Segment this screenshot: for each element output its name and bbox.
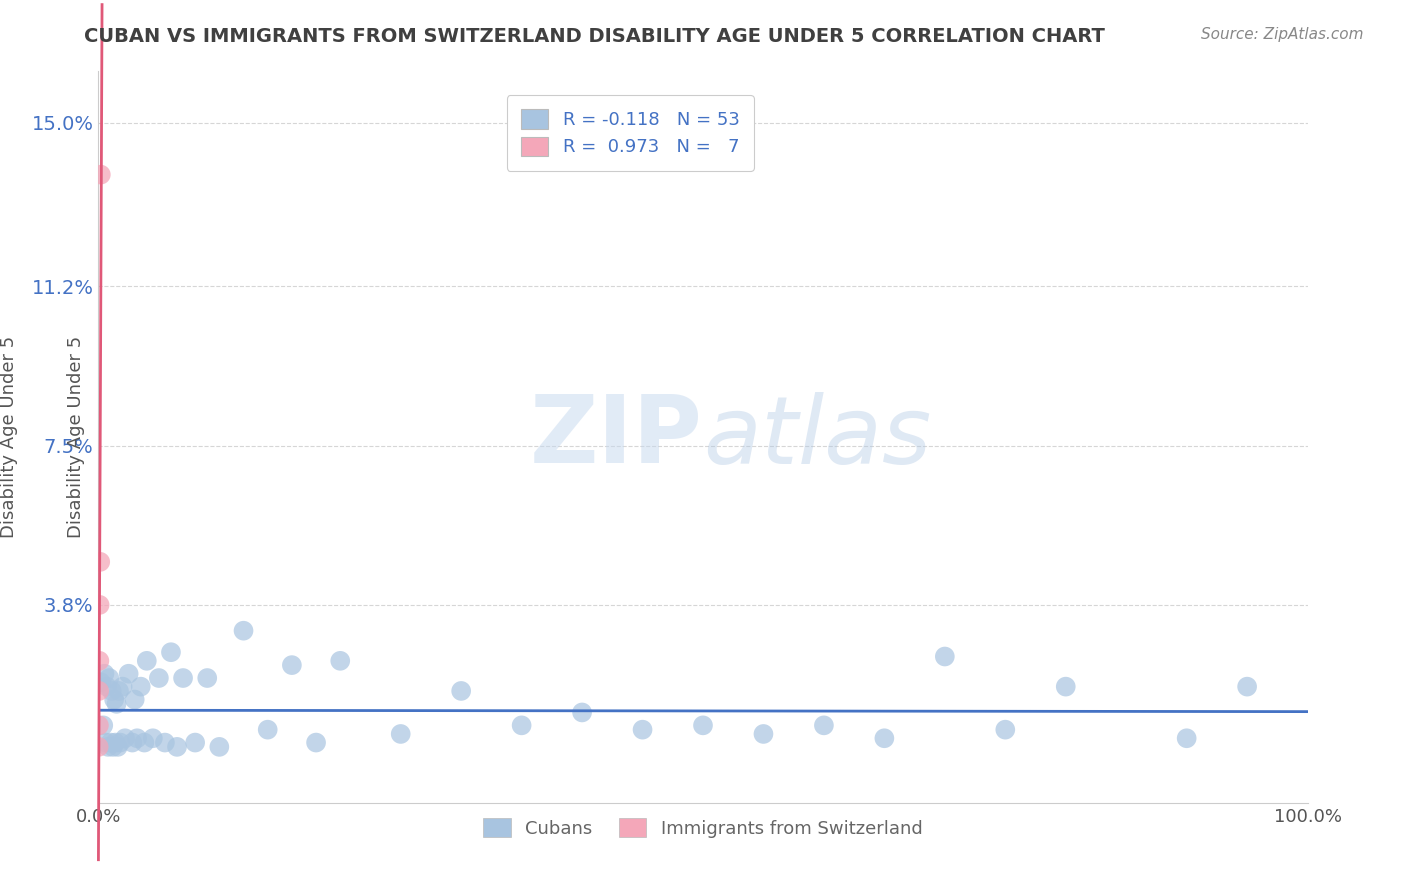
Point [90,168,112,182]
Point [91,718,114,732]
Point [329,654,352,668]
Point [98,671,121,685]
Point [101,739,124,754]
Point [89,684,111,698]
Point [281,658,304,673]
Point [127,731,149,746]
Point [1054,680,1077,694]
Point [134,735,156,749]
Point [631,723,654,737]
Point [1236,680,1258,694]
Text: Source: ZipAtlas.com: Source: ZipAtlas.com [1201,27,1364,42]
Point [389,727,412,741]
Point [208,739,231,754]
Legend: Cubans, Immigrants from Switzerland: Cubans, Immigrants from Switzerland [477,811,929,845]
Text: atlas: atlas [703,392,931,483]
Point [124,692,146,706]
Point [96,680,118,694]
Point [121,735,143,749]
Point [994,723,1017,737]
Point [813,718,835,732]
Point [692,718,714,732]
Point [100,735,122,749]
Point [450,684,472,698]
Point [104,735,127,749]
Point [89,654,111,668]
Point [142,731,165,746]
Point [571,706,593,720]
Text: ZIP: ZIP [530,391,703,483]
Point [153,735,176,749]
Point [108,735,131,749]
Text: CUBAN VS IMMIGRANTS FROM SWITZERLAND DISABILITY AGE UNDER 5 CORRELATION CHART: CUBAN VS IMMIGRANTS FROM SWITZERLAND DIS… [84,27,1105,45]
Point [873,731,896,746]
Point [87,739,110,754]
Point [195,671,218,685]
Point [184,735,207,749]
Point [94,735,117,749]
Point [934,649,956,664]
Point [510,718,533,732]
Point [114,731,136,746]
Point [87,718,110,732]
Y-axis label: Disability Age Under 5: Disability Age Under 5 [0,336,18,538]
Point [160,645,183,659]
Point [256,723,278,737]
Point [105,697,128,711]
Y-axis label: Disability Age Under 5: Disability Age Under 5 [66,336,84,538]
Point [89,555,111,569]
Point [93,666,115,681]
Point [97,739,120,754]
Point [148,671,170,685]
Point [305,735,328,749]
Point [89,598,111,612]
Point [752,727,775,741]
Point [111,680,134,694]
Point [108,684,131,698]
Point [118,666,141,681]
Point [90,675,112,690]
Point [135,654,157,668]
Point [107,739,129,754]
Point [100,684,122,698]
Point [172,671,194,685]
Point [232,624,254,638]
Point [129,680,152,694]
Point [103,692,125,706]
Point [1175,731,1198,746]
Point [166,739,188,754]
